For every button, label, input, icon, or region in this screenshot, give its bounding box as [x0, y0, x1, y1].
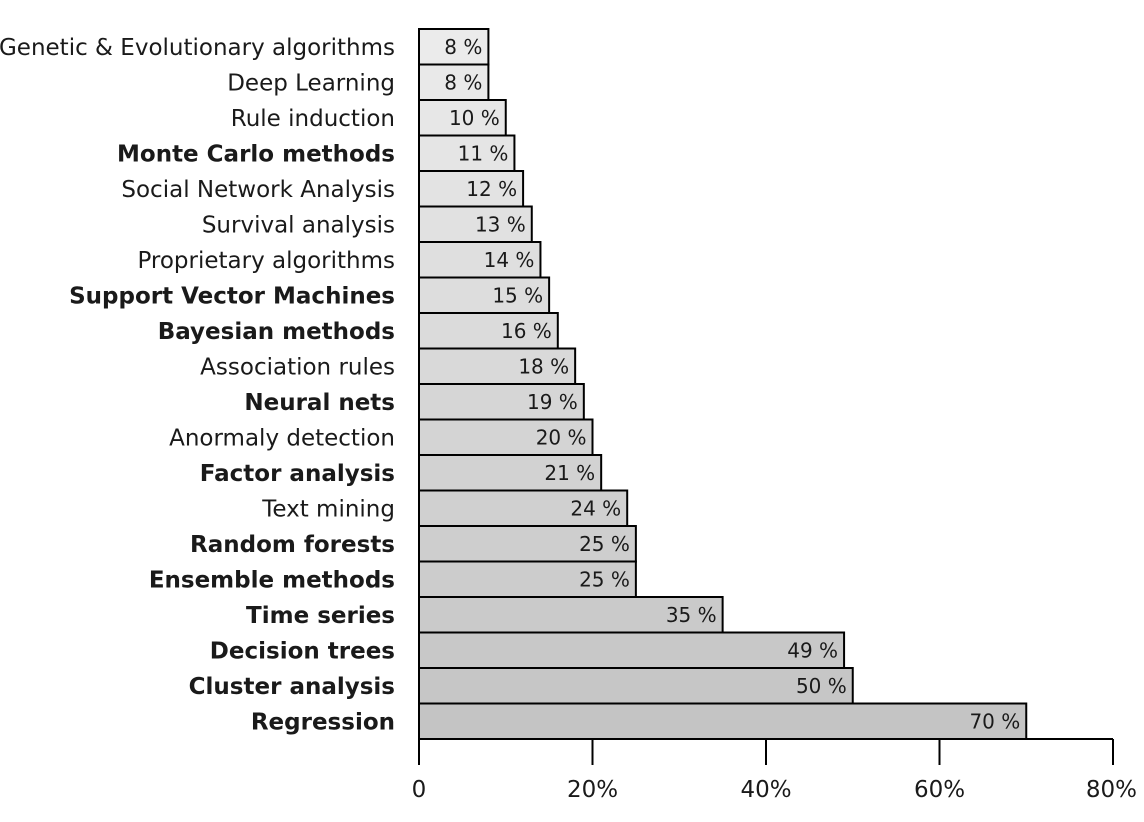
- bar-cluster-analysis: [418, 667, 854, 705]
- x-tick-label: 20%: [567, 777, 618, 803]
- bar-value-label: 70 %: [969, 709, 1020, 733]
- bar-value-label: 16 %: [501, 319, 552, 343]
- category-label: Anormaly detection: [169, 425, 395, 451]
- category-label: Neural nets: [244, 390, 395, 416]
- x-axis: 0 20% 40% 60% 80%: [412, 29, 1137, 803]
- bar-value-label: 35 %: [666, 603, 717, 627]
- category-label: Bayesian methods: [158, 319, 395, 345]
- x-tick-label: 60%: [914, 777, 965, 803]
- bar-anormaly-detection: [418, 418, 594, 456]
- bar-value-label: 12 %: [466, 177, 517, 201]
- bar-decision-trees: [418, 631, 846, 669]
- category-label: Text mining: [261, 496, 395, 522]
- category-label: Ensemble methods: [149, 567, 395, 593]
- bar-value-label: 14 %: [484, 248, 535, 272]
- bar-value-label: 11 %: [458, 141, 509, 165]
- bar-value-label: 8 %: [444, 70, 482, 94]
- category-label: Survival analysis: [202, 212, 395, 238]
- bar-value-label: 49 %: [787, 638, 838, 662]
- category-label: Factor analysis: [200, 461, 395, 487]
- bar-regression: [418, 702, 1028, 740]
- x-tick-label: 80%: [1086, 777, 1137, 803]
- bar-value-label: 25 %: [579, 532, 630, 556]
- bar-value-label: 20 %: [536, 425, 587, 449]
- category-label: Support Vector Machines: [69, 283, 395, 309]
- category-label: Social Network Analysis: [121, 177, 395, 203]
- bar-value-label: 50 %: [796, 674, 847, 698]
- bar-value-label: 8 %: [444, 35, 482, 59]
- bar-value-label: 19 %: [527, 390, 578, 414]
- category-label: Random forests: [190, 532, 395, 558]
- bars-layer: 8 % 8 % 10 % 11 % 12 % 13 % 14 % 15 % 16 % 18 % 19…: [418, 28, 1028, 740]
- bar-value-label: 18 %: [518, 354, 569, 378]
- bar-text-mining: [418, 489, 629, 527]
- bar-monte-carlo-methods: [418, 134, 516, 172]
- category-label: Time series: [246, 603, 395, 629]
- bar-neural-nets: [418, 383, 585, 421]
- category-labels: Genetic & Evolutionary algorithms Deep Le…: [0, 35, 395, 736]
- bar-value-label: 25 %: [579, 567, 630, 591]
- category-label: Proprietary algorithms: [137, 248, 395, 274]
- category-label: Regression: [251, 709, 395, 735]
- x-tick-label: 40%: [740, 777, 791, 803]
- category-label: Association rules: [200, 354, 395, 380]
- category-label: Monte Carlo methods: [117, 141, 395, 167]
- bar-value-label: 21 %: [544, 461, 595, 485]
- bar-value-label: 24 %: [570, 496, 621, 520]
- category-label: Cluster analysis: [189, 674, 395, 700]
- category-label: Deep Learning: [227, 70, 395, 96]
- bar-value-label: 15 %: [492, 283, 543, 307]
- bar-value-label: 13 %: [475, 212, 526, 236]
- category-label: Decision trees: [210, 638, 395, 664]
- category-label: Rule induction: [231, 106, 395, 132]
- bar-value-label: 10 %: [449, 106, 500, 130]
- x-tick-label: 0: [412, 777, 427, 803]
- category-label: Genetic & Evolutionary algorithms: [0, 35, 395, 61]
